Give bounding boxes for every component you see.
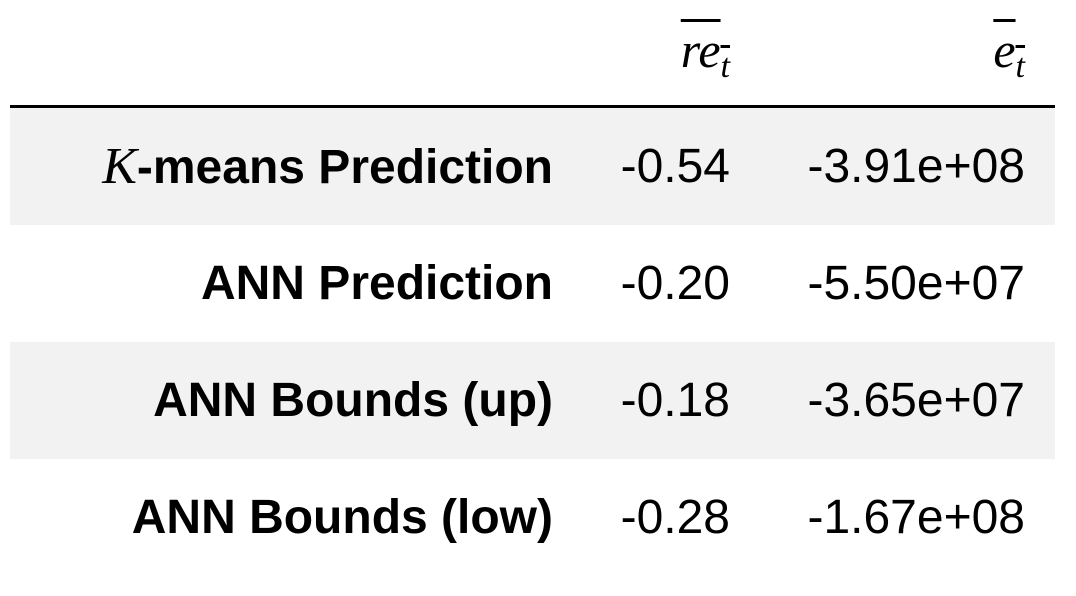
header-symbol: ret: [680, 22, 730, 84]
row-label: ANN Prediction: [200, 257, 553, 310]
value-cell: -3.65e+07: [807, 374, 1025, 427]
value-cell: -5.50e+07: [807, 257, 1025, 310]
column-header: et: [725, 0, 1025, 100]
table-row: ANN Bounds (low) -0.28 -1.67e+08: [10, 459, 1055, 576]
header-base: re: [680, 22, 721, 78]
row-label: K-means Prediction: [10, 108, 553, 225]
table-row: K-means Prediction -0.54 -3.91e+08: [10, 108, 1055, 225]
value-cell: -0.18: [620, 374, 730, 427]
header-base: e: [993, 22, 1016, 78]
header-subscript: t: [720, 48, 730, 85]
table-row: ANN Bounds (up) -0.18 -3.65e+07: [10, 342, 1055, 459]
row-label: ANN Bounds (up): [153, 374, 553, 427]
value-cell: -3.91e+08: [807, 140, 1025, 193]
header-symbol: et: [993, 22, 1025, 84]
value-cell: -0.20: [620, 257, 730, 310]
value-cell: -0.54: [620, 140, 730, 193]
header-rule: [10, 105, 1055, 108]
value-cell: -0.28: [620, 491, 730, 544]
column-header: ret: [430, 0, 730, 100]
header-subscript: t: [1015, 48, 1025, 85]
label-text: -means Prediction: [136, 141, 553, 194]
table-row: ANN Prediction -0.20 -5.50e+07: [10, 225, 1055, 342]
value-cell: -1.67e+08: [807, 491, 1025, 544]
row-label: ANN Bounds (low): [131, 491, 553, 544]
math-symbol: K: [102, 138, 137, 195]
